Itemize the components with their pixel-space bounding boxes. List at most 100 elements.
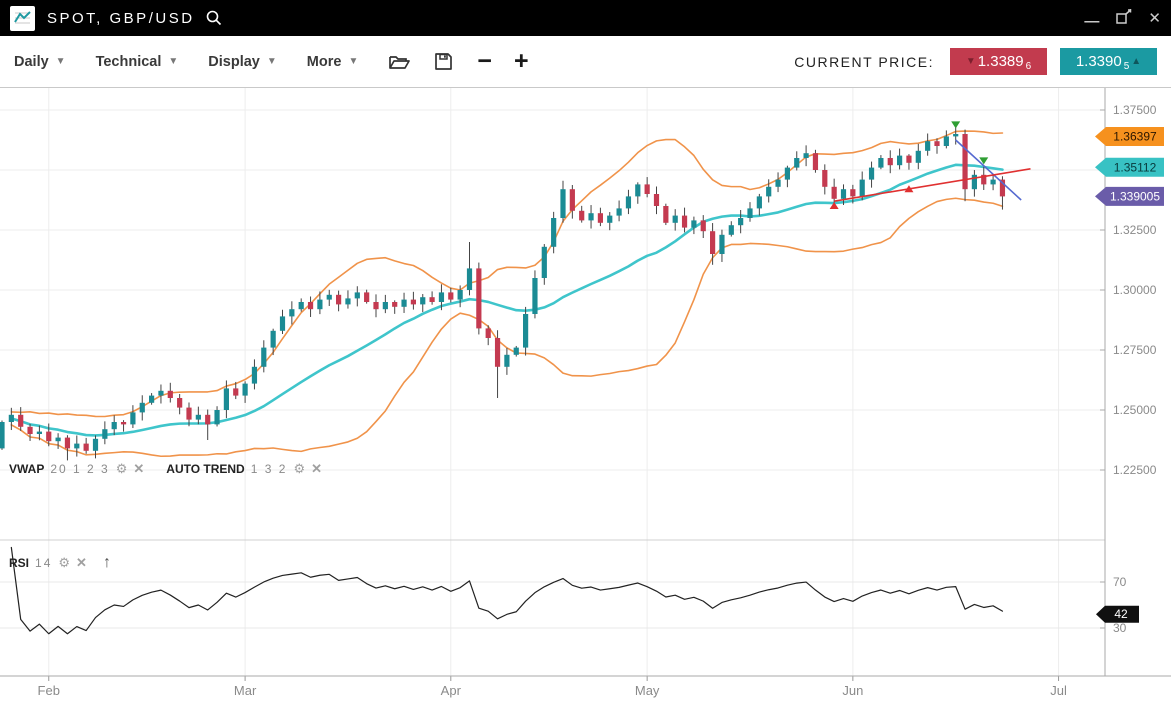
candle-body [607,215,613,223]
candle-body [859,179,865,197]
candle-body [233,388,239,396]
candle-body [906,155,912,163]
candle-body [934,141,940,146]
candle-body [392,302,398,307]
candle-body [494,338,501,367]
price-chart-svg[interactable]: 1.375001.350001.325001.300001.275001.250… [0,88,1171,702]
minimize-icon[interactable]: — [1084,12,1100,30]
rsi-value-badge-text: 42 [1114,607,1128,621]
month-axis-label: Jun [842,683,863,698]
auto-trend-indicator-params: 1 3 2 [250,462,288,476]
candle-body [597,213,603,223]
search-icon[interactable] [205,9,223,27]
candle-body [523,314,529,348]
candle-body [728,225,734,235]
candle-body [298,302,304,310]
candle-body [92,438,99,451]
candle-body [195,414,201,420]
zoom-in-button[interactable]: + [513,47,529,75]
vwap-indicator-row: VWAP 20 1 2 3 ⚙ ✕ AUTO TREND 1 3 2 ⚙ ✕ [9,461,322,477]
candle-body [36,431,42,434]
candle-body [401,299,407,307]
candle-body [457,290,463,300]
candle-body [971,174,977,190]
month-axis-label: Jul [1050,683,1067,698]
candle-body [681,215,688,228]
candle-body [672,215,678,223]
candle-body [429,297,435,302]
candle-body [111,422,117,430]
candle-body [812,153,819,170]
vwap-remove-icon[interactable]: ✕ [133,461,145,476]
candle-body [625,196,632,209]
candle-body [289,309,295,317]
timeframe-dropdown[interactable]: Daily ▼ [14,54,66,70]
price-axis-label: 1.25000 [1113,403,1157,417]
popout-icon[interactable] [1115,8,1132,28]
close-icon[interactable]: ✕ [1148,9,1161,27]
rsi-pane [10,546,1004,635]
vwap-line [10,163,1004,437]
candle-body [990,179,996,185]
technical-dropdown[interactable]: Technical ▼ [96,54,179,70]
candle-body [364,292,370,302]
auto-trend-settings-gear-icon[interactable]: ⚙ [293,461,306,476]
candle-body [158,390,164,396]
candle-body [925,141,931,151]
chevron-down-icon: ▼ [348,56,359,67]
display-dropdown[interactable]: Display ▼ [208,54,277,70]
upper-band-badge-text: 1.36397 [1113,129,1157,143]
price-down-arrow-icon: ▼ [965,56,976,67]
candle-body [270,330,276,348]
auto-trend-remove-icon[interactable]: ✕ [311,461,322,476]
price-axis-label: 1.30000 [1113,283,1157,297]
more-dropdown[interactable]: More ▼ [307,54,359,70]
ask-price-button[interactable]: 1.3390 5 ▲ [1060,48,1157,75]
candle-body [261,347,267,367]
toolbar: Daily ▼ Technical ▼ Display ▼ More ▼ [0,36,1171,88]
candle-body [999,179,1006,197]
candle-body [551,218,557,247]
candle-body [317,299,323,310]
candle-body [915,150,921,163]
candle-body [700,220,706,232]
chevron-down-icon: ▼ [266,56,277,67]
app-logo-icon [10,5,35,31]
candle-body [719,234,725,254]
candle-body [205,414,211,425]
candle-body [878,158,884,168]
candle-body [476,268,482,329]
auto-trend-badge-text: 1.339005 [1110,189,1160,203]
vwap-settings-gear-icon[interactable]: ⚙ [115,461,128,476]
candle-body [326,294,332,300]
rsi-remove-icon[interactable]: ✕ [76,555,87,570]
vwap-badge-text: 1.35112 [1114,160,1157,174]
display-dropdown-label: Display [208,53,260,70]
save-icon[interactable] [434,52,453,71]
candle-body [504,354,510,367]
rsi-settings-gear-icon[interactable]: ⚙ [58,555,71,570]
candle-body [307,302,314,310]
candle-body [373,302,379,310]
candle-body [382,302,388,310]
window-controls: — ✕ [1084,8,1161,30]
candle-body [588,213,594,221]
price-axis-label: 1.27500 [1113,343,1157,357]
bollinger-lower-band [10,197,1004,458]
rsi-move-up-icon[interactable]: ↑ [102,554,111,571]
price-up-arrow-icon: ▲ [1131,56,1142,67]
technical-dropdown-label: Technical [95,53,162,70]
bid-price-button[interactable]: ▼ 1.3389 6 [950,48,1047,75]
candle-body [149,395,155,403]
candle-body [962,134,968,190]
rsi-line [10,546,1004,635]
candle-body [887,158,893,166]
chevron-down-icon: ▼ [168,56,179,67]
open-folder-icon[interactable] [388,53,411,71]
candle-body [251,366,258,384]
zoom-out-button[interactable]: − [477,47,492,75]
candle-body [186,407,192,420]
candle-body [635,184,641,197]
month-axis-label: Mar [234,683,257,698]
buy-signal-marker [829,202,839,209]
